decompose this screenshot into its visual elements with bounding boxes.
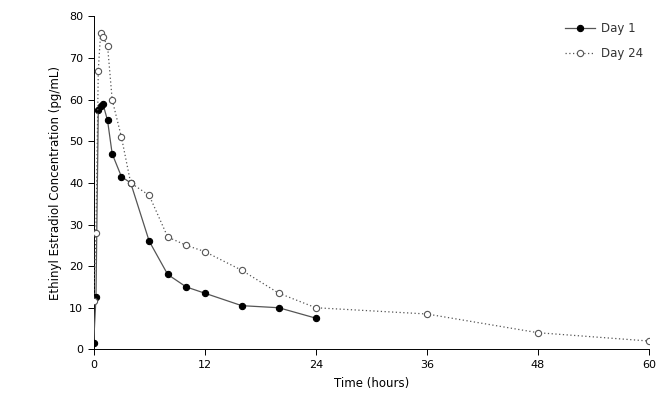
Day 24 xyxy=(275,291,283,296)
Day 24 xyxy=(94,68,102,73)
X-axis label: Time (hours): Time (hours) xyxy=(334,377,409,390)
Day 24 xyxy=(96,30,104,35)
Day 24 xyxy=(92,230,100,235)
Day 1 xyxy=(164,272,172,277)
Day 1 xyxy=(99,102,107,106)
Day 24 xyxy=(164,235,172,240)
Day 1 xyxy=(104,118,112,123)
Day 24 xyxy=(90,299,98,304)
Day 1 xyxy=(96,104,104,109)
Line: Day 24: Day 24 xyxy=(90,30,652,344)
Day 24 xyxy=(423,312,431,316)
Day 1 xyxy=(94,108,102,113)
Line: Day 1: Day 1 xyxy=(90,101,319,346)
Day 24 xyxy=(201,249,209,254)
Day 1 xyxy=(275,305,283,310)
Day 1 xyxy=(237,303,246,308)
Day 1 xyxy=(312,316,320,321)
Day 1 xyxy=(182,284,190,289)
Day 1 xyxy=(92,295,100,300)
Day 24 xyxy=(534,330,542,335)
Day 24 xyxy=(104,43,112,48)
Day 24 xyxy=(182,243,190,248)
Day 1 xyxy=(126,180,134,185)
Day 24 xyxy=(145,193,153,198)
Day 24 xyxy=(99,35,107,40)
Day 24 xyxy=(645,339,653,344)
Legend: Day 1, Day 24: Day 1, Day 24 xyxy=(565,22,643,60)
Day 1 xyxy=(108,151,116,156)
Day 24 xyxy=(312,305,320,310)
Y-axis label: Ethinyl Estradiol Concentration (pg/mL): Ethinyl Estradiol Concentration (pg/mL) xyxy=(50,66,62,300)
Day 1 xyxy=(201,291,209,296)
Day 1 xyxy=(118,174,126,179)
Day 24 xyxy=(126,180,134,185)
Day 24 xyxy=(118,135,126,140)
Day 1 xyxy=(90,341,98,346)
Day 24 xyxy=(108,97,116,102)
Day 1 xyxy=(145,239,153,244)
Day 24 xyxy=(237,268,246,273)
